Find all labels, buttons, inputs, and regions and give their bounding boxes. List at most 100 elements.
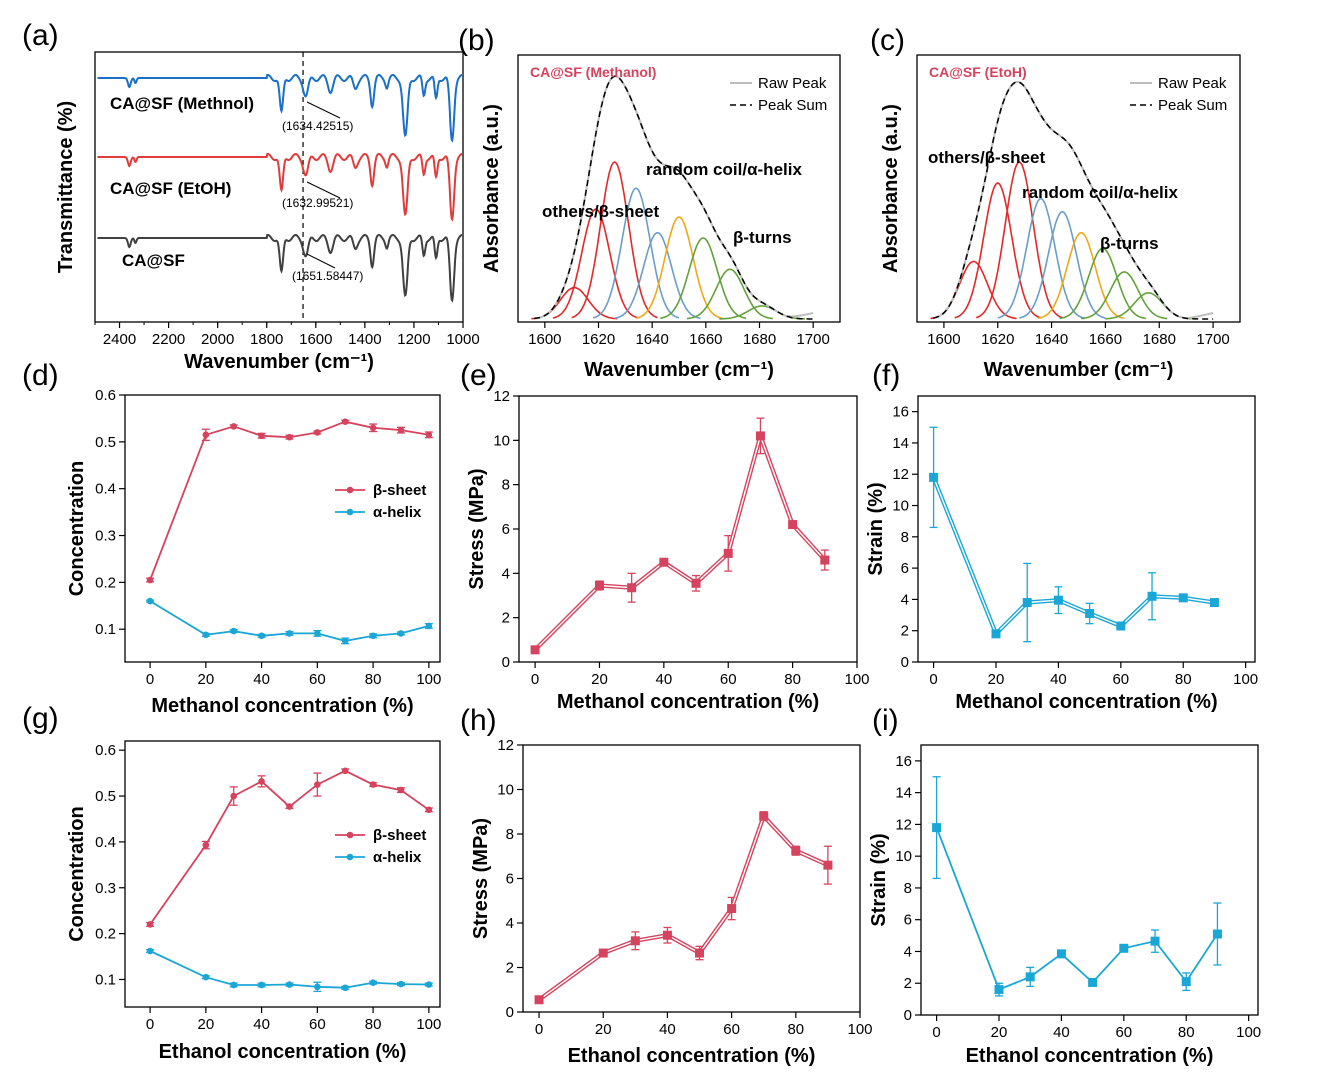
- y-tick-label: 0: [506, 1004, 514, 1021]
- panel-label: (g): [22, 702, 59, 735]
- x-tick-label: 80: [787, 1021, 804, 1038]
- y-tick-label: 12: [493, 388, 510, 405]
- data-point: [932, 823, 942, 833]
- annotation-leader: [306, 181, 341, 199]
- x-tick-label: 1600: [528, 331, 561, 348]
- x-tick-label: 80: [365, 671, 382, 688]
- x-tick-label: 40: [253, 1016, 270, 1033]
- series-line-inner: [538, 815, 829, 1001]
- legend-marker: [346, 486, 354, 494]
- data-point: [258, 632, 265, 640]
- x-tick-label: 80: [784, 671, 801, 688]
- x-tick-label: 60: [309, 1016, 326, 1033]
- series-line-α-helix: [149, 950, 429, 989]
- x-tick-label: 40: [1050, 671, 1067, 688]
- fitted-peak: [531, 286, 618, 320]
- y-tick-label: 10: [895, 848, 912, 865]
- spectrum-etoh: [97, 152, 463, 222]
- data-point: [397, 980, 405, 988]
- x-tick-label: 40: [253, 671, 270, 688]
- y-tick-label: 12: [497, 737, 514, 754]
- x-tick-label: 1620: [582, 331, 615, 348]
- data-point: [1025, 972, 1035, 982]
- data-point: [727, 904, 737, 914]
- fitted-peak: [1059, 247, 1146, 320]
- series-line-Strain: [931, 476, 1215, 636]
- data-point: [691, 578, 701, 588]
- legend-label: Raw Peak: [758, 75, 827, 92]
- y-tick-label: 6: [502, 521, 510, 538]
- data-point: [146, 947, 154, 955]
- y-tick-label: 2: [901, 623, 909, 640]
- panel-label: (c): [870, 24, 905, 57]
- y-tick-label: 4: [506, 915, 514, 932]
- data-point: [341, 984, 349, 992]
- x-tick-label: 80: [1175, 671, 1192, 688]
- series-line-α-helix: [149, 600, 430, 642]
- legend-label: Peak Sum: [758, 97, 827, 114]
- y-tick-label: 10: [493, 432, 510, 449]
- data-point: [146, 597, 154, 605]
- series-line-Strain: [935, 827, 1219, 991]
- plot-frame-c: [916, 54, 1241, 323]
- fitted-peak: [592, 187, 680, 319]
- x-tick-label: 80: [365, 1016, 382, 1033]
- data-point: [662, 930, 672, 940]
- fitted-peak: [1081, 271, 1168, 320]
- panel-label: (f): [872, 359, 900, 392]
- panel-label: (b): [458, 24, 495, 57]
- fitted-peak: [1105, 291, 1192, 320]
- legend-label: Raw Peak: [1158, 75, 1227, 92]
- legend-label: β-sheet: [373, 482, 426, 499]
- legend-label: Peak Sum: [1158, 97, 1227, 114]
- data-point: [1116, 621, 1126, 631]
- x-tick-label: 1200: [397, 331, 430, 348]
- data-point: [230, 792, 238, 800]
- fitted-peak: [997, 197, 1085, 319]
- data-point: [369, 979, 377, 986]
- x-axis-label: Ethanol concentration (%): [568, 1045, 816, 1067]
- data-point: [369, 781, 377, 788]
- x-tick-label: 20: [591, 671, 608, 688]
- peak-sum-line: [932, 81, 1214, 320]
- data-point: [530, 645, 540, 655]
- data-point: [286, 433, 293, 441]
- y-tick-label: 8: [506, 826, 514, 843]
- y-axis-label: Stress (MPa): [466, 468, 488, 589]
- data-point: [258, 778, 265, 785]
- data-point: [1088, 977, 1098, 987]
- x-tick-label: 0: [932, 1024, 940, 1041]
- data-point: [1181, 977, 1191, 987]
- region-annotation: others/β-sheet: [542, 202, 659, 221]
- y-axis-label: Concentration: [66, 806, 88, 942]
- y-tick-label: 14: [895, 785, 912, 802]
- data-point: [314, 630, 321, 637]
- x-tick-label: 0: [146, 1016, 154, 1033]
- data-point: [1119, 943, 1129, 953]
- data-point: [627, 583, 637, 593]
- spectrum-methanol: [97, 73, 463, 143]
- x-tick-label: 100: [416, 1016, 441, 1033]
- data-point: [202, 631, 210, 639]
- annotation-value: (1651.58447): [292, 269, 363, 283]
- y-axis-label: Stress (MPa): [470, 818, 492, 939]
- x-tick-label: 1680: [743, 331, 776, 348]
- y-tick-label: 0.3: [95, 880, 116, 897]
- x-tick-label: 2200: [152, 331, 185, 348]
- data-point: [820, 555, 830, 565]
- data-point: [397, 786, 405, 794]
- x-tick-label: 100: [1233, 671, 1258, 688]
- data-point: [1150, 936, 1160, 946]
- y-tick-label: 0.6: [95, 742, 116, 759]
- data-point: [1053, 595, 1063, 605]
- fitted-peak: [571, 161, 658, 319]
- data-point: [1022, 598, 1032, 608]
- series-line-β-sheet: [149, 769, 430, 925]
- data-point: [286, 803, 293, 810]
- series-label-methnol: CA@SF (Methnol): [110, 94, 254, 113]
- data-point: [598, 948, 608, 958]
- x-axis-label: Wavenumber (cm⁻¹): [584, 359, 774, 381]
- x-axis-label: Methanol concentration (%): [557, 691, 819, 713]
- data-point: [1147, 591, 1157, 601]
